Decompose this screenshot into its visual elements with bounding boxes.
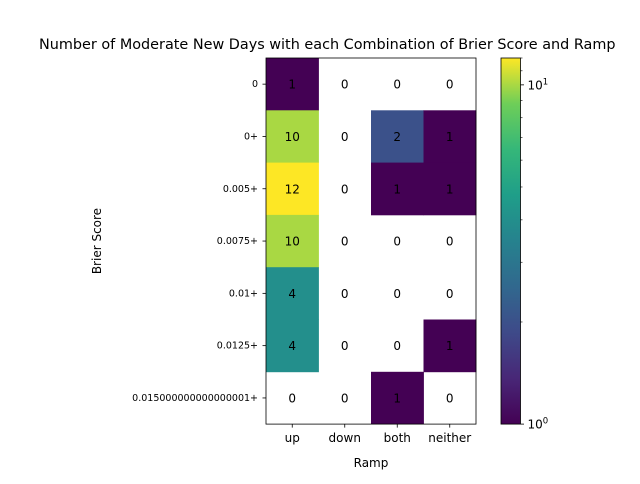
heatmap-cell <box>423 319 477 373</box>
colorbar <box>500 57 521 425</box>
cell-value-label: 1 <box>393 182 401 196</box>
chart-title: Number of Moderate New Days with each Co… <box>39 37 616 53</box>
colorbar-tick-label: 100 <box>528 417 549 432</box>
colorbar-ticks: 100 101 <box>520 57 549 432</box>
x-tick-label: down <box>329 431 361 445</box>
cell-value-label: 1 <box>393 391 401 405</box>
cell-value-label: 1 <box>446 182 454 196</box>
y-axis-label: Brier Score <box>90 208 104 274</box>
y-tick-label: 0.015000000000000001+ <box>132 393 258 404</box>
y-tick-label: 0.0125+ <box>217 341 258 352</box>
cell-value-label: 0 <box>341 339 349 353</box>
cell-value-label: 0 <box>288 391 296 405</box>
y-axis-ticks: 0 0+ 0.005+ 0.0075+ 0.01+ 0.0125+ 0.0150000000… <box>132 79 266 404</box>
cell-value-label: 0 <box>341 235 349 249</box>
y-tick-label: 0.005+ <box>223 184 258 195</box>
y-tick-label: 0.0075+ <box>217 236 258 247</box>
heatmap-cell <box>371 371 424 425</box>
x-tick-label: both <box>384 431 411 445</box>
x-axis-ticks: up down both neither <box>285 424 471 445</box>
cell-value-label: 0 <box>341 391 349 405</box>
cell-value-label: 4 <box>288 287 296 301</box>
heatmap-cell <box>266 162 319 216</box>
cell-value-label: 0 <box>393 78 401 92</box>
heatmap-cell <box>423 110 477 163</box>
cell-value-label: 0 <box>446 235 454 249</box>
cell-value-label: 0 <box>393 339 401 353</box>
cell-value-label: 10 <box>285 235 300 249</box>
cell-value-label: 1 <box>446 130 454 144</box>
y-tick-label: 0+ <box>244 131 258 142</box>
heatmap-cell <box>266 319 319 373</box>
cell-value-label: 1 <box>288 78 296 92</box>
heatmap-cell <box>266 58 319 111</box>
heatmap-cell <box>266 214 319 268</box>
cell-value-label: 0 <box>446 78 454 92</box>
heatmap-cell <box>371 110 424 163</box>
cell-value-label: 0 <box>341 78 349 92</box>
cell-value-label: 0 <box>446 391 454 405</box>
y-tick-label: 0 <box>252 79 258 90</box>
cell-value-label: 4 <box>288 339 296 353</box>
cell-value-label: 0 <box>446 287 454 301</box>
heatmap-cell <box>266 110 319 163</box>
cell-value-label: 0 <box>341 130 349 144</box>
heatmap-cells <box>266 58 477 425</box>
cell-value-labels: 1 0 0 010 0 2 112 0 1 110 0 0 04 0 0 04 0 0 10 0 1 0 <box>285 78 454 406</box>
cell-value-label: 10 <box>285 130 300 144</box>
cell-value-label: 0 <box>393 287 401 301</box>
heatmap-cell <box>371 162 424 216</box>
cell-value-label: 2 <box>393 130 401 144</box>
x-tick-label: up <box>285 431 300 445</box>
y-tick-label: 0.01+ <box>229 288 258 299</box>
cell-value-label: 0 <box>341 287 349 301</box>
cell-value-label: 0 <box>341 182 349 196</box>
cell-value-label: 12 <box>285 182 300 196</box>
x-axis-label: Ramp <box>354 456 389 470</box>
cell-value-label: 1 <box>446 339 454 353</box>
cell-value-label: 0 <box>393 235 401 249</box>
heatmap-cell <box>266 267 319 320</box>
heatmap-cell <box>423 162 477 216</box>
x-tick-label: neither <box>428 431 471 445</box>
colorbar-tick-label: 101 <box>528 77 549 92</box>
